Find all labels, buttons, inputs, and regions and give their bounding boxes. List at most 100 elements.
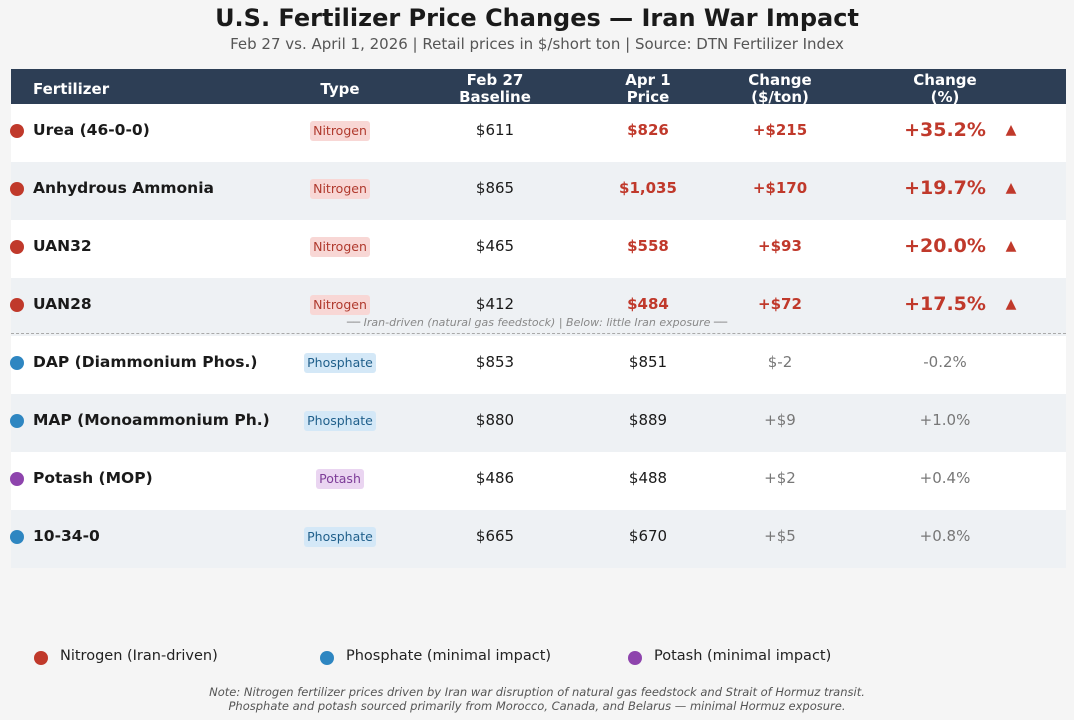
april-price: $826 — [627, 121, 669, 139]
type-dot — [10, 414, 24, 428]
table-row: MAP (Monoammonium Ph.) Phosphate $880 $889 +… — [10, 394, 1066, 452]
fertilizer-name: UAN28 — [33, 295, 92, 313]
type-badge: Phosphate — [304, 410, 376, 431]
april-price: $484 — [627, 295, 669, 313]
header-type: Type — [320, 80, 360, 98]
table-row: Potash (MOP) Potash $486 $488 +$2 +0.4% — [10, 452, 1066, 510]
table-header: Fertilizer Type Feb 27 Baseline Apr 1 Pr… — [11, 69, 1066, 108]
april-price: $670 — [628, 527, 668, 545]
page-title: U.S. Fertilizer Price Changes — Iran War… — [215, 4, 859, 32]
type-dot — [10, 472, 24, 486]
baseline-price: $665 — [475, 527, 515, 545]
type-dot — [10, 240, 24, 254]
up-arrow-icon: ▲ — [1005, 296, 1017, 312]
type-cell: Nitrogen — [270, 278, 410, 330]
percent-change: +35.2% — [904, 119, 986, 141]
header-apr-line1: Apr 1 — [625, 71, 671, 89]
type-badge: Phosphate — [304, 526, 376, 547]
type-dot — [10, 124, 24, 138]
type-badge: Phosphate — [304, 352, 376, 373]
april-price: $851 — [628, 353, 668, 371]
type-cell: Phosphate — [270, 510, 410, 562]
percent-change: +0.8% — [919, 527, 971, 545]
fertilizer-name: DAP (Diammonium Phos.) — [33, 353, 258, 371]
table-body: Urea (46-0-0) Nitrogen $611 $826 +$215 +35.2%… — [10, 104, 1066, 568]
table-row: Urea (46-0-0) Nitrogen $611 $826 +$215 +35.2%… — [10, 104, 1066, 162]
percent-change: +0.4% — [919, 469, 971, 487]
type-cell: Phosphate — [270, 336, 410, 388]
dollar-change: $-2 — [767, 353, 793, 371]
legend-phosphate-label: Phosphate (minimal impact) — [346, 648, 552, 664]
dollar-change: +$2 — [764, 469, 796, 487]
fertilizer-name: Urea (46-0-0) — [33, 121, 150, 139]
baseline-price: $465 — [475, 237, 515, 255]
baseline-price: $865 — [475, 179, 515, 197]
table-row: DAP (Diammonium Phos.) Phosphate $853 $851 $… — [10, 336, 1066, 394]
header-change-dollar: Change ($/ton) — [730, 69, 830, 108]
table-row: 10-34-0 Phosphate $665 $670 +$5 +0.8% — [10, 510, 1066, 568]
fertilizer-name: 10-34-0 — [33, 527, 100, 545]
footnote: Note: Nitrogen fertilizer prices driven … — [0, 685, 1074, 713]
percent-change: +19.7% — [904, 177, 986, 199]
type-dot — [10, 530, 24, 544]
header-apr: Apr 1 Price — [598, 69, 698, 108]
baseline-price: $853 — [475, 353, 515, 371]
dollar-change: +$5 — [764, 527, 796, 545]
type-badge: Potash — [316, 468, 364, 489]
legend-potash-label: Potash (minimal impact) — [654, 648, 832, 664]
header-fertilizer: Fertilizer — [33, 80, 110, 98]
percent-change: +17.5% — [904, 293, 986, 315]
type-dot — [10, 356, 24, 370]
type-badge: Nitrogen — [310, 236, 370, 257]
legend-phosphate-dot — [320, 651, 334, 665]
percent-change: +20.0% — [904, 235, 986, 257]
type-badge: Nitrogen — [310, 178, 370, 199]
type-cell: Nitrogen — [270, 104, 410, 156]
type-badge: Nitrogen — [310, 294, 370, 315]
legend-nitrogen-dot — [34, 651, 48, 665]
type-cell: Potash — [270, 452, 410, 504]
header-change-pct-line1: Change — [913, 71, 977, 89]
table-row: UAN32 Nitrogen $465 $558 +$93 +20.0% ▲ — [10, 220, 1066, 278]
table-row: UAN28 Nitrogen $412 $484 +$72 +17.5% ▲ — [10, 278, 1066, 336]
dollar-change: +$215 — [752, 121, 808, 139]
type-cell: Nitrogen — [270, 162, 410, 214]
price-table: Fertilizer Type Feb 27 Baseline Apr 1 Pr… — [10, 69, 1066, 568]
legend-nitrogen-label: Nitrogen (Iran-driven) — [60, 648, 218, 664]
header-change-pct: Change (%) — [885, 69, 1005, 108]
fertilizer-name: MAP (Monoammonium Ph.) — [33, 411, 270, 429]
dollar-change: +$170 — [752, 179, 808, 197]
header-change-dollar-line1: Change — [748, 71, 812, 89]
april-price: $1,035 — [619, 179, 677, 197]
type-dot — [10, 182, 24, 196]
fertilizer-name: Potash (MOP) — [33, 469, 153, 487]
iran-divider-label: ── Iran-driven (natural gas feedstock) |… — [346, 316, 728, 329]
header-baseline-line1: Feb 27 — [466, 71, 524, 89]
baseline-price: $486 — [475, 469, 515, 487]
dollar-change: +$93 — [758, 237, 802, 255]
type-dot — [10, 298, 24, 312]
legend-potash-dot — [628, 651, 642, 665]
april-price: $558 — [627, 237, 669, 255]
baseline-price: $880 — [475, 411, 515, 429]
up-arrow-icon: ▲ — [1005, 122, 1017, 138]
footnote-line2: Phosphate and potash sourced primarily f… — [228, 699, 846, 713]
dollar-change: +$9 — [764, 411, 796, 429]
percent-change: -0.2% — [923, 353, 967, 371]
april-price: $889 — [628, 411, 668, 429]
dollar-change: +$72 — [758, 295, 802, 313]
table-row: Anhydrous Ammonia Nitrogen $865 $1,035 +$170… — [10, 162, 1066, 220]
type-cell: Phosphate — [270, 394, 410, 446]
header-baseline: Feb 27 Baseline — [445, 69, 545, 108]
april-price: $488 — [628, 469, 668, 487]
type-badge: Nitrogen — [310, 120, 370, 141]
fertilizer-name: UAN32 — [33, 237, 92, 255]
page-subtitle: Feb 27 vs. April 1, 2026 | Retail prices… — [230, 35, 844, 53]
up-arrow-icon: ▲ — [1005, 238, 1017, 254]
footnote-line1: Note: Nitrogen fertilizer prices driven … — [209, 685, 865, 699]
iran-divider-line — [11, 333, 1066, 334]
up-arrow-icon: ▲ — [1005, 180, 1017, 196]
type-cell: Nitrogen — [270, 220, 410, 272]
fertilizer-name: Anhydrous Ammonia — [33, 179, 214, 197]
baseline-price: $611 — [475, 121, 515, 139]
